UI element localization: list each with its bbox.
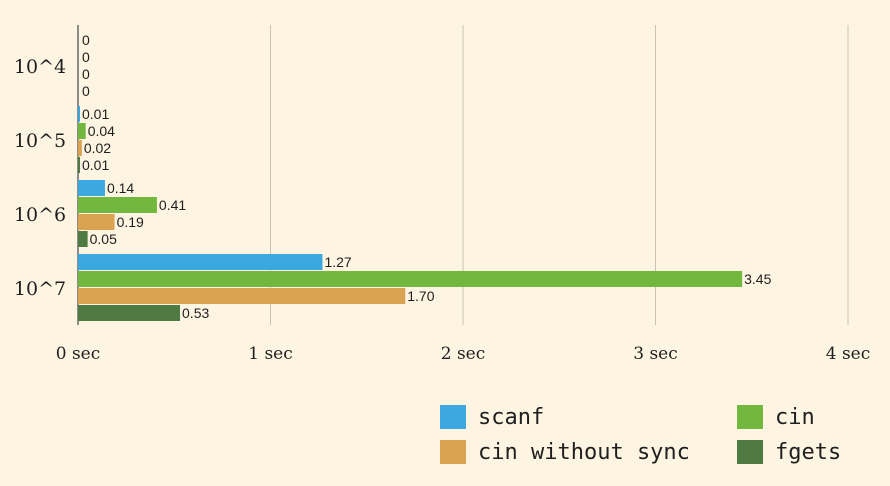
data-label: 0 [82, 66, 90, 82]
data-label: 0.04 [88, 123, 115, 139]
y-category-label: 10^4 [14, 56, 66, 78]
x-tick-label: 2 sec [441, 344, 486, 364]
bar [78, 231, 88, 247]
x-tick-label: 0 sec [56, 344, 101, 364]
x-tick-label: 4 sec [826, 344, 871, 364]
y-category-label: 10^6 [14, 204, 66, 226]
y-category-label: 10^5 [14, 130, 66, 152]
legend-swatch [737, 405, 763, 429]
data-label: 0 [82, 83, 90, 99]
bar [78, 271, 743, 287]
legend-item: cin without sync [440, 440, 690, 465]
bars [78, 106, 743, 321]
legend-label: cin without sync [478, 440, 690, 465]
data-label: 0.41 [159, 197, 186, 213]
y-category-label: 10^7 [14, 278, 66, 300]
data-label: 0.01 [82, 157, 109, 173]
legend: scanf cin cin without sync fgets [440, 405, 841, 465]
legend-item: fgets [737, 440, 841, 465]
legend-label: cin [775, 405, 815, 430]
data-label: 0.53 [182, 305, 209, 321]
legend-label: fgets [775, 440, 841, 465]
bar [78, 214, 115, 230]
y-axis-category-labels: 10^4 10^5 10^6 10^7 [14, 56, 66, 300]
bar [78, 106, 80, 122]
bar [78, 180, 105, 196]
x-axis-tick-labels: 0 sec 1 sec 2 sec 3 sec 4 sec [56, 344, 871, 364]
value-labels: 0 0.01 0.14 1.27 0 0.04 0.41 3.45 0 0.02 0.19 1.70 0… [82, 32, 772, 321]
legend-swatch [737, 440, 763, 464]
data-label: 0.14 [107, 180, 134, 196]
data-label: 0.19 [117, 214, 144, 230]
bar [78, 157, 80, 173]
legend-label: scanf [478, 405, 544, 430]
legend-item: cin [737, 405, 815, 430]
bar [78, 197, 157, 213]
bar [78, 288, 406, 304]
bar [78, 123, 86, 139]
x-tick-label: 3 sec [633, 344, 678, 364]
data-label: 3.45 [744, 271, 771, 287]
legend-item: scanf [440, 405, 544, 430]
data-label: 0.01 [82, 106, 109, 122]
bar [78, 305, 181, 321]
bar [78, 254, 323, 270]
data-label: 1.27 [324, 254, 351, 270]
data-label: 0.02 [84, 140, 111, 156]
bar [78, 140, 82, 156]
x-tick-label: 1 sec [248, 344, 293, 364]
legend-swatch [440, 440, 466, 464]
data-label: 0.05 [90, 231, 117, 247]
data-label: 0 [82, 49, 90, 65]
data-label: 0 [82, 32, 90, 48]
data-label: 1.70 [407, 288, 434, 304]
legend-swatch [440, 405, 466, 429]
